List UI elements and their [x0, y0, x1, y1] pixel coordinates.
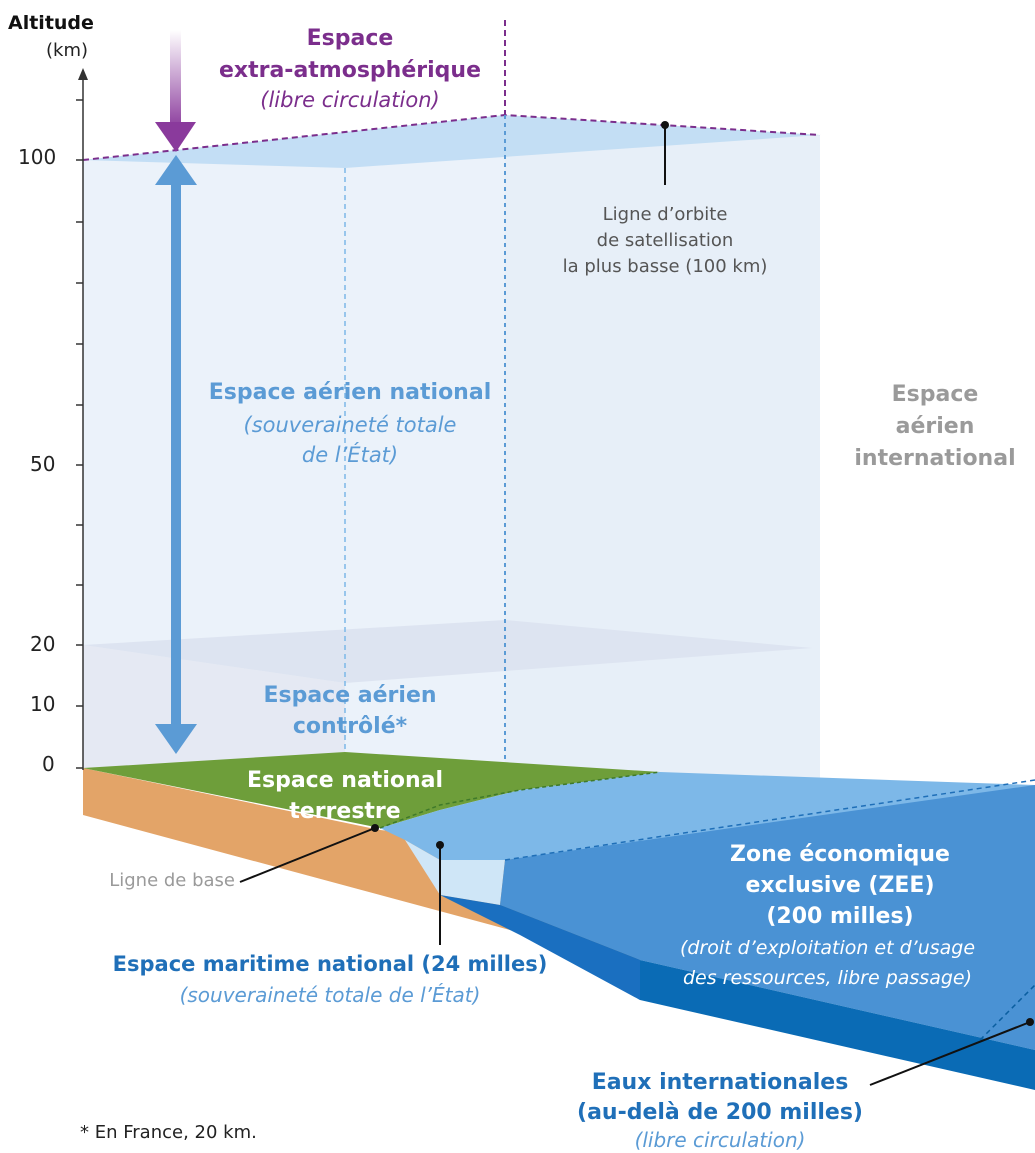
land-surface: [83, 752, 660, 828]
tick-label-50: 50: [30, 452, 56, 476]
orbit-label-line-1: Ligne d’orbite: [602, 204, 728, 225]
orbit-plane: [83, 115, 820, 168]
space-arrow-shaft: [170, 30, 181, 130]
land-label-line-1: Espace national: [246, 768, 444, 793]
maritime-note: (souveraineté totale de l’État): [179, 983, 481, 1007]
intl-air-line-1: Espace: [891, 382, 979, 407]
sea-zee: [500, 785, 1035, 1050]
controlled-air-line-2: contrôlé*: [292, 714, 408, 739]
sea-national: [380, 772, 1035, 860]
altitude-axis-arrowhead: [78, 68, 88, 80]
orbit-label-line-3: la plus basse (100 km): [562, 256, 768, 277]
space-title-line-2: extra-atmosphérique: [218, 58, 481, 83]
footnote: * En France, 20 km.: [80, 1122, 257, 1143]
intl-waters-line-1: Eaux internationales: [591, 1070, 849, 1095]
sea-zee-front: [440, 895, 640, 1000]
axis-title: Altitude: [8, 12, 94, 34]
national-airspace-block: [83, 115, 505, 785]
intl-air-line-3: international: [854, 446, 1016, 471]
tick-label-20: 20: [30, 632, 56, 656]
zee-note-line-1: (droit d’exploitation et d’usage: [679, 937, 976, 959]
space-title-line-1: Espace: [306, 26, 394, 51]
zee-label-line-1: Zone économique: [730, 842, 950, 867]
intl-air-line-2: aérien: [895, 414, 975, 439]
tick-label-0: 0: [42, 752, 55, 776]
controlled-airspace-lower: [83, 645, 345, 770]
national-air-arrow-top: [155, 155, 197, 185]
space-arrow-head: [155, 122, 196, 152]
baseline-pointer-dot: [371, 824, 379, 832]
land-label-line-2: terrestre: [289, 799, 401, 824]
controlled-airspace-band: [83, 620, 812, 683]
baseline-pointer-line: [239, 827, 376, 883]
national-air-note-line-1: (souveraineté totale: [243, 413, 457, 437]
orbit-pointer-dot: [661, 121, 669, 129]
zee-label-line-2: exclusive (ZEE): [745, 873, 935, 898]
sea-international-front: [500, 905, 1035, 1090]
sea-shallow: [405, 840, 505, 905]
maritime-pointer-dot: [436, 841, 444, 849]
intl-waters-pointer-line: [869, 1021, 1031, 1086]
tick-label-100: 100: [18, 145, 57, 169]
baseline-label: Ligne de base: [109, 870, 235, 891]
space-note: (libre circulation): [260, 88, 440, 112]
intl-dash: [979, 984, 1035, 1041]
maritime-title: Espace maritime national (24 milles): [112, 952, 548, 976]
orbit-label-line-2: de satellisation: [596, 230, 734, 251]
zee-label-line-3: (200 milles): [766, 904, 914, 929]
axis-unit: (km): [46, 40, 89, 61]
zee-note-line-2: des ressources, libre passage): [682, 967, 973, 989]
intl-waters-line-2: (au-delà de 200 milles): [577, 1100, 863, 1125]
national-air-arrow-shaft: [171, 175, 181, 735]
controlled-air-line-1: Espace aérien: [263, 683, 437, 708]
tick-label-10: 10: [30, 692, 56, 716]
national-air-arrow-bottom: [155, 724, 197, 754]
national-air-title: Espace aérien national: [208, 380, 492, 405]
axis-minor-ticks: [76, 99, 83, 769]
intl-waters-pointer-dot: [1026, 1018, 1034, 1026]
international-airspace-block: [505, 115, 820, 785]
national-air-note-line-2: de l’État): [301, 443, 399, 467]
intl-waters-note: (libre circulation): [634, 1128, 806, 1152]
